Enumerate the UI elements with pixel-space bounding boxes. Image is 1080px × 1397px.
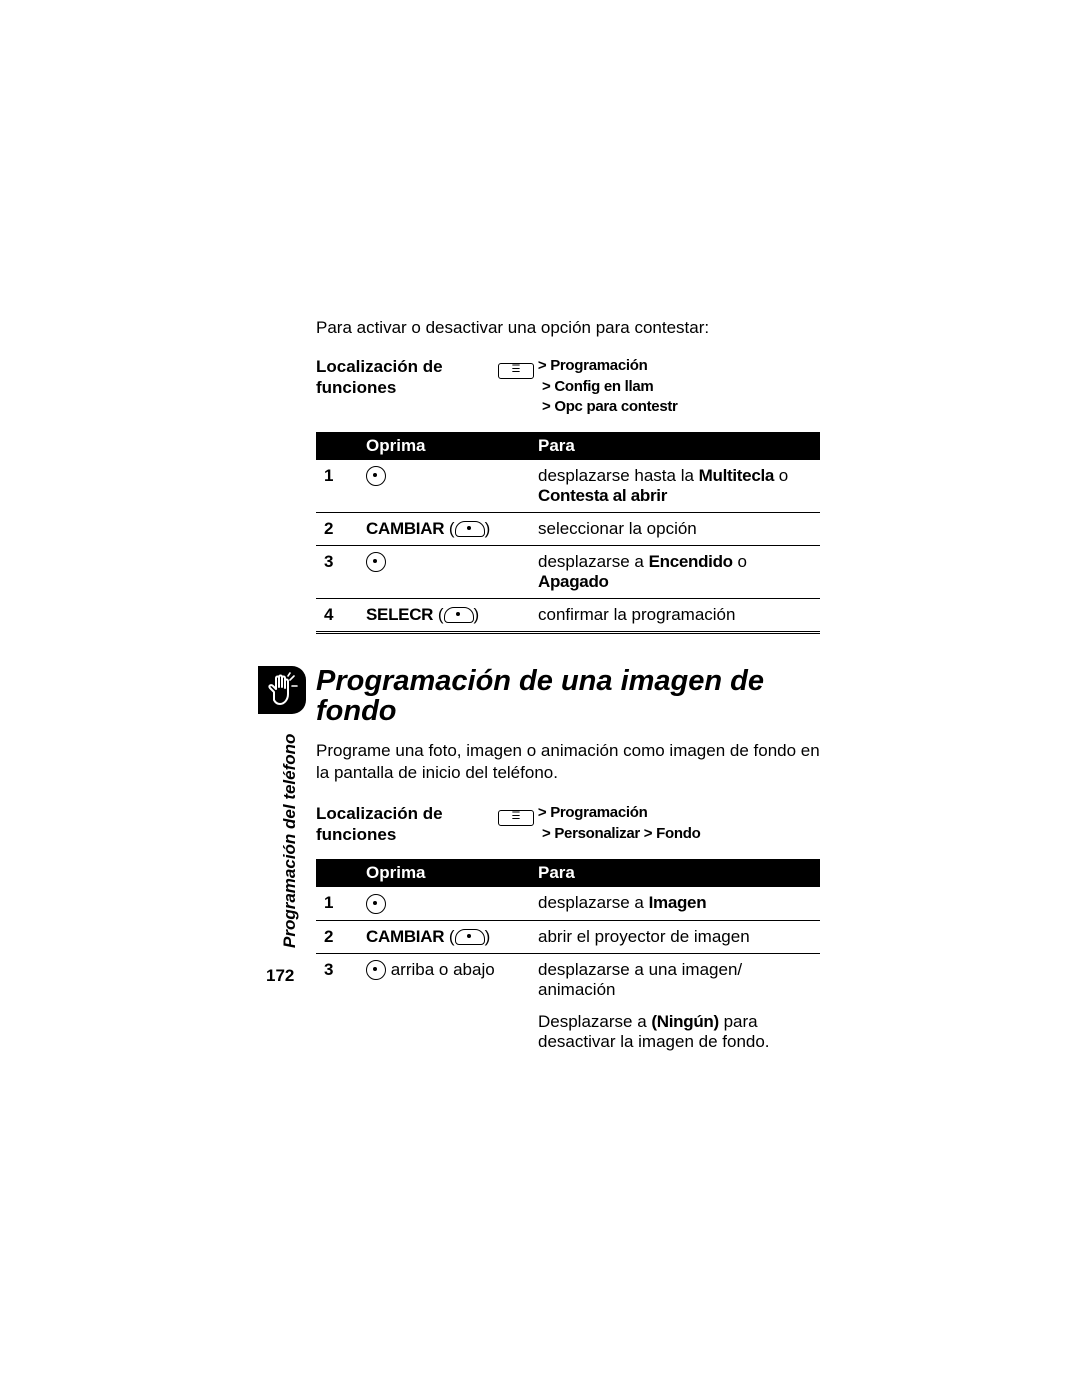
nav-key-icon [366,552,386,572]
side-running-head: Programación del teléfono [280,734,300,948]
loc-path-line1: > Programación [534,804,647,821]
step-number: 3 [316,953,358,1058]
step-number: 1 [316,460,358,513]
loc-path-line3: > Opc para contestr [542,398,678,415]
step-number: 3 [316,545,358,598]
table-row: 3 arriba o abajodesplazarse a una imagen… [316,953,820,1058]
para-cell: desplazarse hasta la Multitecla o Contes… [530,460,820,513]
loc-path: ☰ > Programación > Config en llam > Opc … [498,356,820,418]
table-row: 2CAMBIAR ()abrir el proyector de imagen [316,920,820,953]
softkey-label: SELECR [366,605,433,624]
col-oprima: Oprima [358,859,530,887]
step-number: 2 [316,512,358,545]
nav-key-icon [366,466,386,486]
loc-label: Localización de funciones [316,803,498,846]
softkey-icon [455,521,485,537]
softkey-label: CAMBIAR [366,519,444,538]
para-cell: abrir el proyector de imagen [530,920,820,953]
nav-key-icon [366,960,386,980]
col-para: Para [530,859,820,887]
para-cell: confirmar la programación [530,598,820,632]
table-row: 1 desplazarse a Imagen [316,887,820,920]
section-heading: Programación de una imagen de fondo [258,666,820,727]
section-body: Programe una foto, imagen o animación co… [316,740,820,784]
page-number: 172 [266,966,294,986]
press-cell [358,887,530,920]
press-cell [358,545,530,598]
press-cell: CAMBIAR () [358,920,530,953]
step-number: 2 [316,920,358,953]
press-cell: SELECR () [358,598,530,632]
para-cell: desplazarse a Imagen [530,887,820,920]
hand-icon [258,666,306,714]
press-cell: arriba o abajo [358,953,530,1058]
nav-key-icon [366,894,386,914]
feature-location-2: Localización de funciones ☰ > Programaci… [316,803,820,846]
col-blank [316,432,358,460]
col-oprima: Oprima [358,432,530,460]
table-row: 2CAMBIAR ()seleccionar la opción [316,512,820,545]
feature-location-1: Localización de funciones ☰ > Programaci… [316,356,820,418]
menu-key-icon: ☰ [498,363,534,379]
loc-path-line2: > Personalizar > Fondo [542,825,700,842]
loc-label: Localización de funciones [316,356,498,418]
softkey-label: CAMBIAR [366,927,444,946]
para-cell: desplazarse a Encendido o Apagado [530,545,820,598]
press-cell [358,460,530,513]
table-row: 1 desplazarse hasta la Multitecla o Conte… [316,460,820,513]
section-title: Programación de una imagen de fondo [316,666,820,727]
intro-text: Para activar o desactivar una opción par… [316,318,820,338]
step-number: 4 [316,598,358,632]
menu-key-icon: ☰ [498,810,534,826]
col-para: Para [530,432,820,460]
softkey-icon [444,607,474,623]
softkey-icon [455,929,485,945]
loc-path-line2: > Config en llam [542,378,653,395]
loc-path: ☰ > Programación > Personalizar > Fondo [498,803,820,846]
steps-table-2: Oprima Para 1desplazarse a Imagen2CAMBIA… [316,859,820,1058]
para-cell: seleccionar la opción [530,512,820,545]
loc-path-line1: > Programación [534,357,647,374]
step-number: 1 [316,887,358,920]
press-cell: CAMBIAR () [358,512,530,545]
col-blank [316,859,358,887]
para-cell: desplazarse a una imagen/ animaciónDespl… [530,953,820,1058]
table-row: 4SELECR ()confirmar la programación [316,598,820,632]
steps-table-1: Oprima Para 1 desplazarse hasta la Multit… [316,432,820,634]
table-row: 3 desplazarse a Encendido o Apagado [316,545,820,598]
